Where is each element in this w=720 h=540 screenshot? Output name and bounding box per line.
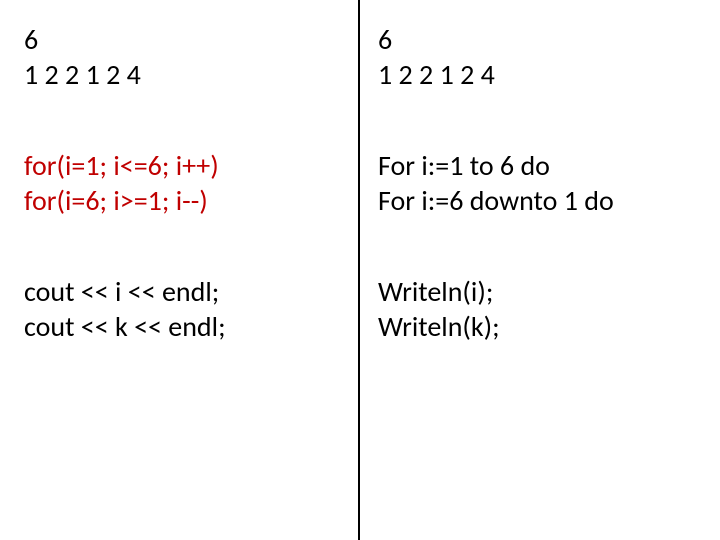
code-line: For i:=6 downto 1 do <box>378 183 718 218</box>
code-line: 1 2 2 1 2 4 <box>378 57 718 92</box>
left-block-1: 6 1 2 2 1 2 4 <box>24 22 364 92</box>
left-block-2: for(i=1; i<=6; i++) for(i=6; i>=1; i--) <box>24 148 364 218</box>
right-block-1: 6 1 2 2 1 2 4 <box>378 22 718 92</box>
code-line: Writeln(k); <box>378 309 718 344</box>
left-column: 6 1 2 2 1 2 4 for(i=1; i<=6; i++) for(i=… <box>24 22 364 400</box>
code-line: For i:=1 to 6 do <box>378 148 718 183</box>
code-line: 6 <box>24 22 364 57</box>
code-line: cout << i << endl; <box>24 274 364 309</box>
code-line: cout << k << endl; <box>24 309 364 344</box>
slide: 6 1 2 2 1 2 4 for(i=1; i<=6; i++) for(i=… <box>0 0 720 540</box>
code-line: 6 <box>378 22 718 57</box>
code-line: 1 2 2 1 2 4 <box>24 57 364 92</box>
right-block-2: For i:=1 to 6 do For i:=6 downto 1 do <box>378 148 718 218</box>
right-block-3: Writeln(i); Writeln(k); <box>378 274 718 344</box>
right-column: 6 1 2 2 1 2 4 For i:=1 to 6 do For i:=6 … <box>378 22 718 400</box>
left-block-3: cout << i << endl; cout << k << endl; <box>24 274 364 344</box>
code-line: for(i=1; i<=6; i++) <box>24 148 364 183</box>
code-line: for(i=6; i>=1; i--) <box>24 183 364 218</box>
code-line: Writeln(i); <box>378 274 718 309</box>
